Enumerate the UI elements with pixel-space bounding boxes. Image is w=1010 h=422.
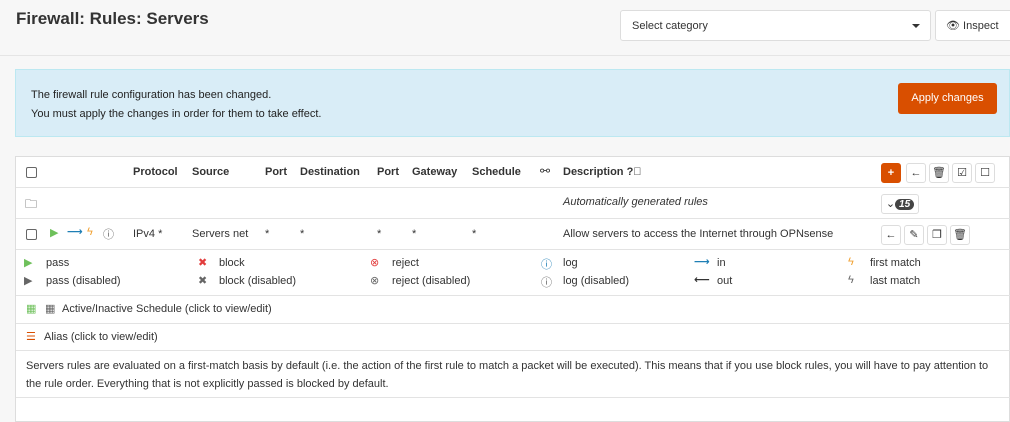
rule-destination: * (300, 228, 305, 240)
category-select[interactable]: Select category (620, 10, 931, 41)
apply-changes-button[interactable]: Apply changes (898, 83, 997, 114)
add-rule-button[interactable]: + (881, 163, 901, 183)
rule-protocol: IPv4 * (133, 228, 163, 240)
rule-count-badge: 15 (895, 199, 915, 210)
move-button[interactable]: ← (906, 163, 926, 183)
disable-selected-button[interactable]: ☐ (975, 163, 995, 183)
legend-last-match: last match (870, 275, 921, 287)
rule-description: Allow servers to access the Internet thr… (563, 228, 834, 240)
inspect-label: Inspect (963, 20, 999, 32)
alert-line-2: You must apply the changes in order for … (31, 108, 322, 120)
alert-line-1: The firewall rule configuration has been… (31, 89, 272, 101)
legend-reject: reject (392, 257, 419, 269)
table-header: Protocol Source Port Destination Port Ga… (16, 157, 1010, 188)
calendar-inactive-icon: ▦ (45, 303, 56, 315)
legend-log: log (563, 257, 578, 269)
legend-out: out (717, 275, 733, 287)
alias-legend-label: Alias (click to view/edit) (44, 331, 158, 343)
first-match-icon: ϟ (848, 256, 854, 268)
changes-alert: The firewall rule configuration has been… (15, 69, 1010, 137)
auto-rules-row[interactable]: 🗀 Automatically generated rules ⌄ 15 (16, 188, 1010, 219)
move-before-button[interactable]: ← (881, 225, 901, 245)
legend-block-disabled: block (disabled) (219, 275, 297, 287)
legend-block: block (219, 257, 245, 269)
col-gateway[interactable]: Gateway (412, 166, 458, 178)
caret-down-icon (912, 24, 920, 32)
alias-legend: ☰ Alias (click to view/edit) (16, 324, 1010, 351)
sitemap-icon: ⚯ (540, 164, 551, 178)
col-schedule[interactable]: Schedule (472, 166, 521, 178)
schedule-legend-label: Active/Inactive Schedule (click to view/… (62, 303, 272, 315)
schedule-legend: ▦ ▦ Active/Inactive Schedule (click to v… (16, 296, 1010, 324)
table-row: ▶ ⟶ ϟ ⓘ IPv4 * Servers net * * * * * All… (16, 219, 1010, 250)
col-protocol[interactable]: Protocol (133, 166, 178, 178)
delete-button[interactable]: 🗑 (950, 225, 970, 245)
rule-gateway: * (412, 228, 417, 240)
calendar-active-icon: ▦ (26, 303, 37, 315)
category-placeholder: Select category (632, 20, 708, 32)
col-source[interactable]: Source (192, 166, 230, 178)
last-match-icon: ϟ (848, 274, 854, 286)
col-destination[interactable]: Destination (300, 166, 360, 178)
rules-table: Protocol Source Port Destination Port Ga… (15, 156, 1010, 422)
legend-in: in (717, 257, 726, 269)
select-all-checkbox[interactable] (26, 167, 37, 178)
pass-icon: ▶ (24, 257, 33, 269)
enable-selected-button[interactable]: ☑ (952, 163, 972, 183)
legend: ▶ pass ▶ pass (disabled) ✖ block ✖ block (di… (16, 250, 1010, 296)
col-port[interactable]: Port (265, 166, 287, 178)
log-icon: ⓘ (541, 259, 552, 271)
auto-rules-description: Automatically generated rules (563, 196, 708, 208)
legend-log-disabled: log (disabled) (563, 275, 630, 287)
edit-button[interactable]: ✎ (904, 225, 924, 245)
delete-selected-button[interactable]: 🗑 (929, 163, 949, 183)
col-dest-port[interactable]: Port (377, 166, 399, 178)
rule-source: Servers net (192, 228, 249, 240)
pass-disabled-icon: ▶ (24, 275, 33, 287)
log-disabled-icon: ⓘ (541, 277, 552, 289)
block-disabled-icon: ✖ (198, 275, 208, 287)
first-match-icon: ϟ (87, 226, 93, 238)
rule-schedule: * (472, 228, 477, 240)
inspect-button[interactable]: 👁 Inspect (935, 10, 1010, 41)
out-arrow-icon: ⟵ (694, 274, 710, 286)
block-icon: ✖ (198, 257, 208, 269)
list-icon: ☰ (26, 331, 36, 343)
col-description-wrap: Description ?⃝ (563, 166, 642, 178)
page-title: Firewall: Rules: Servers (16, 9, 209, 28)
legend-pass-disabled: pass (disabled) (46, 275, 121, 287)
rule-dest-port: * (377, 228, 382, 240)
rule-port: * (265, 228, 270, 240)
legend-first-match: first match (870, 257, 921, 269)
help-icon[interactable]: ?⃝ (626, 166, 642, 178)
direction-in-icon: ⟶ (67, 226, 83, 238)
pass-icon[interactable]: ▶ (50, 227, 59, 239)
in-arrow-icon: ⟶ (694, 256, 710, 268)
reject-icon: ⊗ (370, 257, 380, 269)
clone-button[interactable]: ❐ (927, 225, 947, 245)
rule-checkbox[interactable] (26, 229, 37, 240)
col-description[interactable]: Description (563, 166, 624, 178)
reject-disabled-icon: ⊗ (370, 275, 380, 287)
expand-auto-rules-button[interactable]: ⌄ 15 (881, 194, 919, 214)
legend-reject-disabled: reject (disabled) (392, 275, 471, 287)
folder-icon: 🗀 (25, 197, 38, 211)
eye-icon: 👁 (946, 20, 960, 32)
legend-pass: pass (46, 257, 70, 269)
log-info-icon[interactable]: ⓘ (103, 229, 114, 241)
rule-order-note: Servers rules are evaluated on a first-m… (16, 351, 1010, 398)
